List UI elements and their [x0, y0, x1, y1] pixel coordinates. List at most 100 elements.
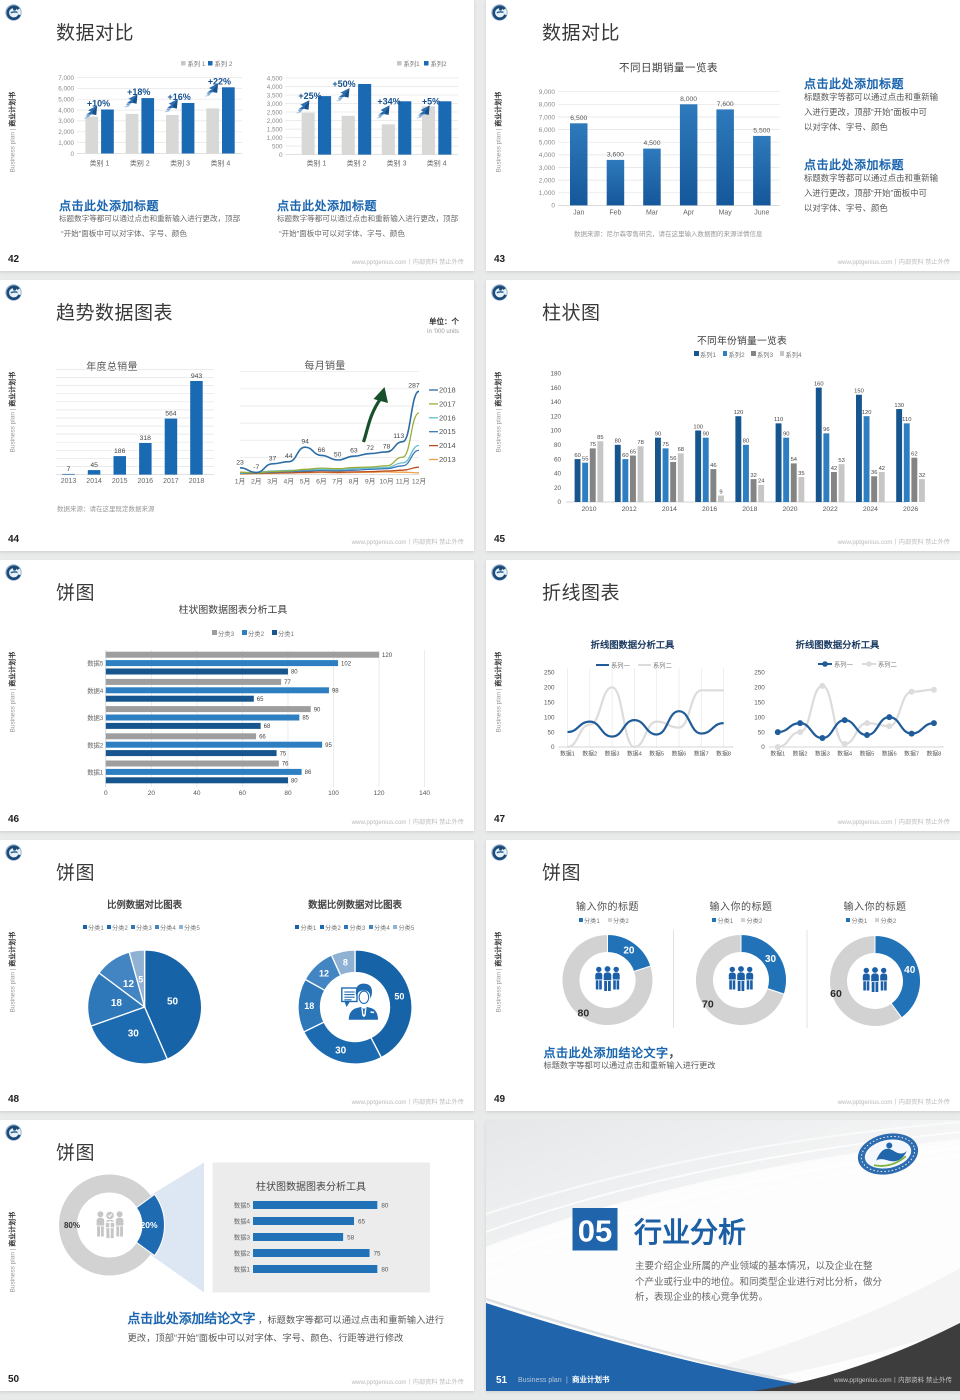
svg-text:类别 3: 类别 3 [170, 159, 190, 168]
svg-text:+25%: +25% [298, 91, 321, 101]
svg-text:120: 120 [862, 410, 872, 416]
svg-text:系列 1: 系列 1 [188, 59, 206, 68]
svg-text:36: 36 [871, 470, 877, 476]
svg-text:3,600: 3,600 [607, 151, 624, 158]
svg-text:Business plan: Business plan [518, 1377, 562, 1384]
svg-text:1,000: 1,000 [58, 140, 74, 147]
svg-text:80: 80 [578, 1007, 590, 1019]
svg-text:4,500: 4,500 [643, 140, 660, 147]
svg-text:80: 80 [291, 670, 298, 676]
svg-text:5,000: 5,000 [58, 97, 74, 104]
svg-text:类别 4: 类别 4 [427, 159, 447, 168]
svg-text:180: 180 [550, 371, 561, 378]
svg-text:数据5: 数据5 [87, 659, 104, 668]
svg-text:1,500: 1,500 [267, 126, 283, 133]
svg-text:数据3: 数据3 [815, 750, 830, 758]
svg-text:数据8: 数据8 [716, 750, 731, 758]
svg-text:110: 110 [774, 417, 783, 423]
svg-text:9,000: 9,000 [539, 89, 556, 96]
svg-text:数据1: 数据1 [234, 1265, 251, 1274]
svg-text:7月: 7月 [332, 478, 343, 486]
svg-text:商业计划书: 商业计划书 [572, 1374, 610, 1384]
svg-text:4,000: 4,000 [58, 107, 74, 114]
svg-text:数据4: 数据4 [627, 750, 643, 758]
svg-text:130: 130 [894, 403, 904, 409]
svg-text:数据6: 数据6 [882, 750, 897, 758]
svg-text:120: 120 [550, 413, 561, 420]
svg-text:2012: 2012 [622, 506, 637, 513]
svg-text:0: 0 [70, 151, 74, 158]
svg-text:2010: 2010 [581, 506, 596, 513]
svg-text:46: 46 [710, 463, 716, 469]
svg-text:20: 20 [623, 946, 635, 957]
svg-text:50: 50 [394, 991, 404, 1001]
svg-text:160: 160 [550, 385, 561, 392]
svg-text:2015: 2015 [439, 427, 456, 436]
svg-text:42: 42 [879, 466, 885, 472]
svg-text:150: 150 [544, 699, 555, 706]
svg-text:类别 2: 类别 2 [130, 159, 150, 168]
svg-text:系列二: 系列二 [878, 660, 897, 669]
svg-text:18: 18 [111, 998, 123, 1009]
svg-text:2018: 2018 [439, 386, 456, 395]
svg-text:90: 90 [703, 431, 709, 437]
svg-text:30: 30 [335, 1046, 347, 1057]
svg-text:12: 12 [123, 979, 135, 990]
svg-text:80%: 80% [64, 1221, 80, 1230]
svg-text:柱状图数据图表分析工具: 柱状图数据图表分析工具 [256, 1180, 366, 1193]
svg-text:+34%: +34% [377, 96, 400, 106]
svg-text:9: 9 [719, 489, 722, 495]
svg-text:564: 564 [165, 411, 177, 418]
svg-text:32: 32 [750, 473, 756, 479]
svg-text:80: 80 [743, 439, 749, 445]
svg-text:65: 65 [358, 1219, 366, 1226]
svg-text:42: 42 [831, 466, 837, 472]
svg-text:2018: 2018 [742, 506, 757, 513]
svg-text:7,000: 7,000 [58, 75, 74, 82]
svg-text:2014: 2014 [662, 506, 677, 513]
svg-text:110: 110 [902, 417, 911, 423]
svg-text:6,000: 6,000 [58, 86, 74, 93]
svg-text:1,000: 1,000 [267, 135, 283, 142]
svg-text:113: 113 [393, 433, 404, 440]
svg-text:0: 0 [761, 744, 765, 751]
svg-text:-7: -7 [253, 464, 259, 471]
svg-text:www.pptgenius.com丨内部资料 禁止外传: www.pptgenius.com丨内部资料 禁止外传 [833, 1375, 953, 1384]
svg-text:系列2: 系列2 [431, 59, 448, 68]
svg-text:250: 250 [544, 670, 555, 677]
svg-text:200: 200 [754, 685, 765, 692]
svg-text:10月: 10月 [379, 478, 393, 486]
svg-text:系列1: 系列1 [404, 59, 421, 68]
svg-text:2,500: 2,500 [267, 109, 283, 116]
svg-text:05: 05 [578, 1214, 612, 1249]
svg-text:35: 35 [798, 471, 804, 477]
svg-text:9月: 9月 [365, 478, 376, 486]
svg-text:系列 2: 系列 2 [215, 59, 233, 68]
svg-text:May: May [719, 210, 733, 217]
svg-text:250: 250 [754, 670, 765, 677]
svg-text:类别 2: 类别 2 [347, 159, 367, 168]
svg-text:0: 0 [104, 790, 108, 797]
svg-text:4,000: 4,000 [267, 84, 283, 91]
svg-text:37: 37 [269, 455, 277, 462]
svg-text:2020: 2020 [782, 506, 797, 513]
svg-text:+50%: +50% [332, 79, 355, 89]
svg-text:44: 44 [285, 453, 293, 460]
svg-text:40: 40 [193, 790, 201, 797]
svg-text:7,600: 7,600 [717, 101, 734, 108]
svg-text:32: 32 [919, 473, 925, 479]
svg-text:100: 100 [550, 428, 561, 435]
svg-text:50: 50 [547, 729, 555, 736]
svg-text:系列二: 系列二 [653, 661, 672, 669]
svg-text:2016: 2016 [702, 506, 717, 513]
svg-text:类别 1: 类别 1 [90, 159, 110, 168]
svg-text:80: 80 [381, 1203, 389, 1210]
svg-text:60: 60 [239, 790, 247, 797]
svg-text:58: 58 [347, 1235, 355, 1242]
svg-text:63: 63 [350, 448, 358, 455]
svg-text:Apr: Apr [683, 210, 695, 217]
svg-text:62: 62 [911, 451, 917, 457]
svg-text:100: 100 [693, 424, 703, 430]
svg-text:45: 45 [90, 462, 98, 469]
svg-text:2月: 2月 [251, 478, 262, 486]
